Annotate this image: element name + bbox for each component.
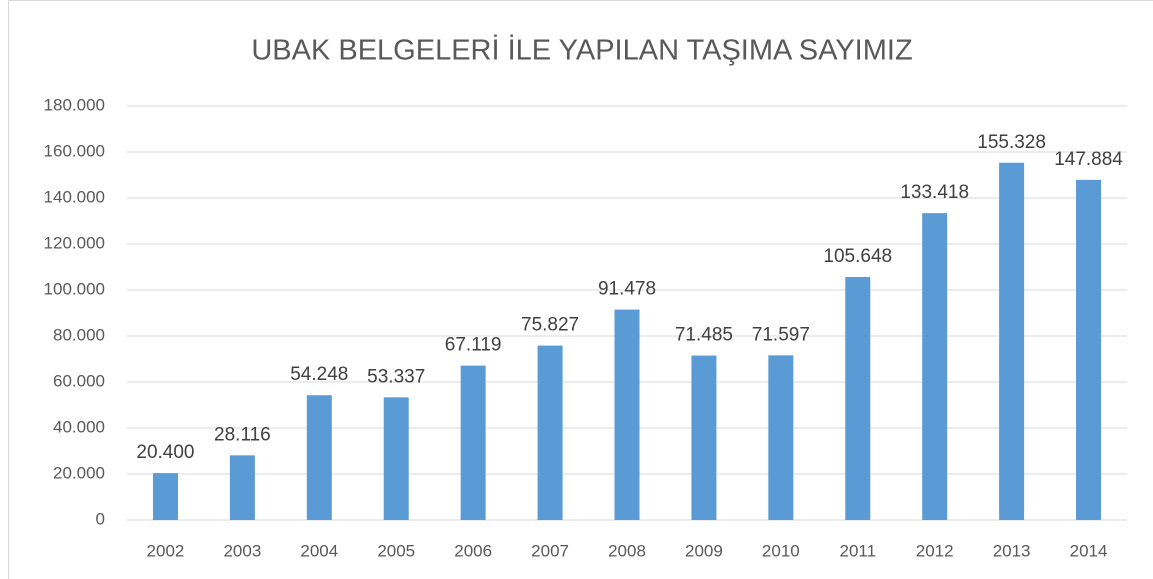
value-label: 53.337 [367, 366, 425, 387]
x-tick-label: 2005 [377, 541, 415, 560]
value-label: 91.478 [598, 279, 656, 300]
x-tick-label: 2003 [223, 541, 261, 560]
value-label: 105.648 [823, 246, 892, 267]
y-tick-label: 40.000 [53, 417, 105, 436]
x-tick-label: 2011 [839, 541, 876, 560]
value-label: 54.248 [290, 364, 348, 385]
chart-title: UBAK BELGELERİ İLE YAPILAN TAŞIMA SAYIMI… [251, 34, 912, 67]
y-tick-label: 160.000 [44, 141, 105, 160]
bar [460, 365, 486, 520]
x-tick-label: 2013 [993, 541, 1031, 560]
bar [1076, 179, 1102, 520]
bar [229, 455, 255, 520]
y-tick-label: 100.000 [44, 279, 105, 298]
y-tick-label: 0 [96, 509, 105, 528]
bar [152, 473, 178, 520]
x-tick-label: 2009 [685, 541, 723, 560]
bar [306, 395, 332, 520]
value-label: 28.116 [214, 424, 271, 445]
x-tick-label: 2010 [762, 541, 800, 560]
value-label: 20.400 [136, 442, 194, 463]
value-label: 67.119 [445, 335, 502, 356]
x-tick-label: 2006 [454, 541, 492, 560]
y-tick-label: 180.000 [44, 95, 105, 114]
bar [691, 355, 717, 520]
bar [845, 277, 871, 520]
value-label: 155.328 [977, 132, 1046, 153]
x-tick-label: 2014 [1070, 541, 1108, 560]
y-tick-label: 140.000 [44, 187, 105, 206]
bar [922, 213, 948, 520]
value-label: 133.418 [900, 182, 969, 203]
value-label: 71.485 [675, 325, 733, 346]
bar [383, 397, 409, 520]
x-tick-label: 2004 [300, 541, 338, 560]
y-tick-label: 60.000 [53, 371, 105, 390]
value-label: 75.827 [521, 315, 579, 336]
x-tick-label: 2007 [531, 541, 569, 560]
value-label: 71.597 [752, 324, 810, 345]
bar [768, 355, 794, 520]
y-tick-label: 20.000 [53, 463, 105, 482]
bar [537, 345, 563, 520]
x-tick-label: 2012 [916, 541, 954, 560]
y-tick-label: 80.000 [53, 325, 105, 344]
x-tick-label: 2002 [147, 541, 185, 560]
x-tick-label: 2008 [608, 541, 646, 560]
bar [999, 162, 1025, 520]
y-tick-label: 120.000 [44, 233, 105, 252]
bar [614, 309, 640, 520]
value-label: 147.884 [1054, 149, 1123, 170]
